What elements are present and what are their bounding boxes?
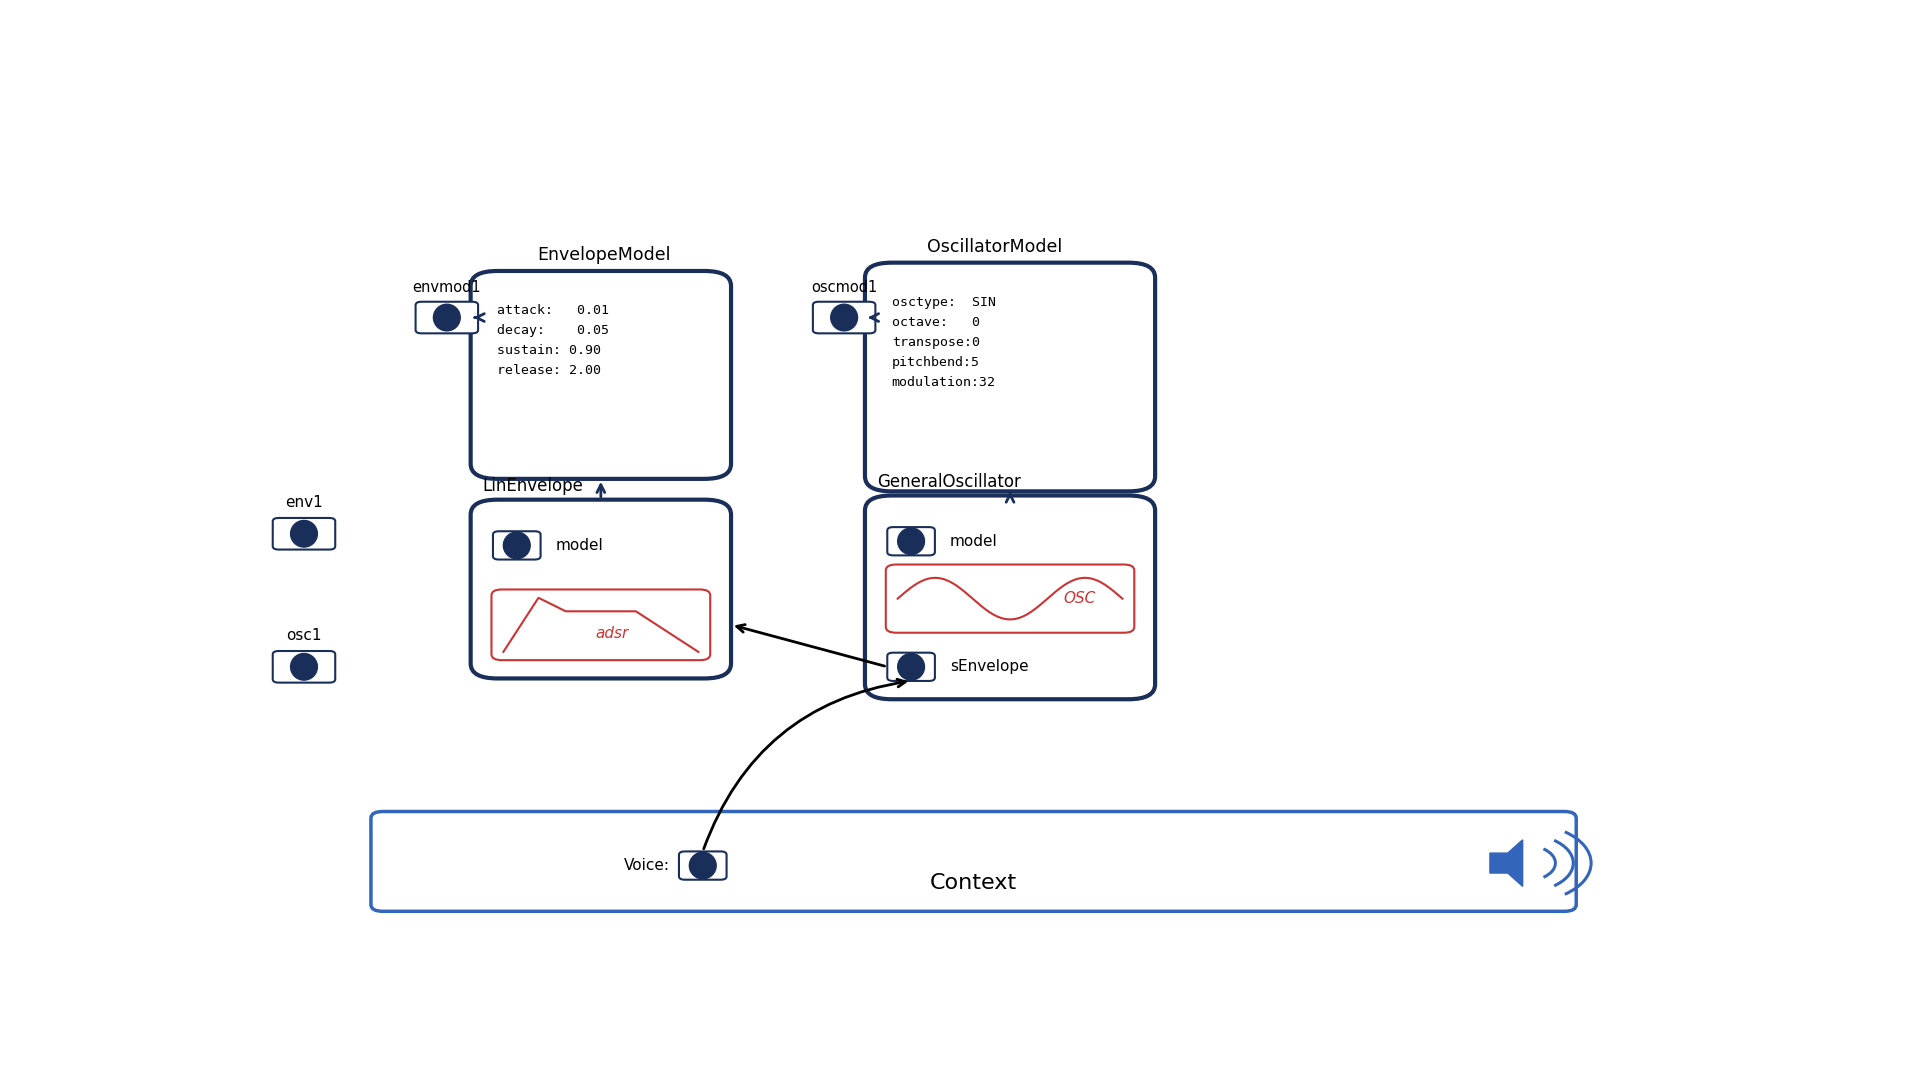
- FancyBboxPatch shape: [864, 262, 1156, 491]
- Text: osc1: osc1: [286, 627, 323, 643]
- FancyBboxPatch shape: [812, 301, 876, 334]
- Text: Context: Context: [929, 874, 1018, 893]
- FancyBboxPatch shape: [415, 301, 478, 334]
- Text: OSC: OSC: [1064, 591, 1096, 606]
- FancyBboxPatch shape: [470, 500, 732, 678]
- Text: EnvelopeModel: EnvelopeModel: [538, 246, 672, 265]
- Text: model: model: [555, 538, 603, 553]
- FancyBboxPatch shape: [470, 271, 732, 478]
- Ellipse shape: [434, 305, 461, 330]
- Text: OscillatorModel: OscillatorModel: [927, 238, 1062, 256]
- Ellipse shape: [503, 532, 530, 558]
- Text: osctype:  SIN
octave:   0
transpose:0
pitchbend:5
modulation:32: osctype: SIN octave: 0 transpose:0 pitch…: [891, 296, 996, 389]
- Text: sEnvelope: sEnvelope: [950, 659, 1029, 674]
- Text: envmod1: envmod1: [413, 280, 482, 295]
- FancyBboxPatch shape: [492, 590, 710, 660]
- FancyBboxPatch shape: [493, 531, 541, 559]
- Text: env1: env1: [284, 495, 323, 510]
- Text: GeneralOscillator: GeneralOscillator: [877, 473, 1021, 490]
- Ellipse shape: [899, 528, 925, 554]
- Text: attack:   0.01
decay:    0.05
sustain: 0.90
release: 2.00: attack: 0.01 decay: 0.05 sustain: 0.90 r…: [497, 305, 609, 377]
- FancyArrowPatch shape: [705, 679, 904, 849]
- Text: model: model: [950, 534, 998, 549]
- Text: adsr: adsr: [595, 625, 628, 640]
- Text: LinEnvelope: LinEnvelope: [482, 476, 584, 495]
- Polygon shape: [1490, 840, 1523, 887]
- FancyBboxPatch shape: [864, 496, 1156, 699]
- FancyBboxPatch shape: [887, 652, 935, 681]
- FancyBboxPatch shape: [273, 651, 336, 683]
- Ellipse shape: [290, 521, 317, 548]
- FancyBboxPatch shape: [887, 527, 935, 555]
- Text: oscmod1: oscmod1: [810, 280, 877, 295]
- Ellipse shape: [689, 852, 716, 879]
- Ellipse shape: [899, 653, 925, 680]
- FancyBboxPatch shape: [885, 565, 1135, 633]
- Text: Voice:: Voice:: [624, 859, 670, 873]
- Ellipse shape: [290, 653, 317, 680]
- FancyBboxPatch shape: [371, 811, 1576, 912]
- FancyBboxPatch shape: [273, 518, 336, 550]
- Ellipse shape: [831, 305, 858, 330]
- FancyBboxPatch shape: [680, 851, 726, 880]
